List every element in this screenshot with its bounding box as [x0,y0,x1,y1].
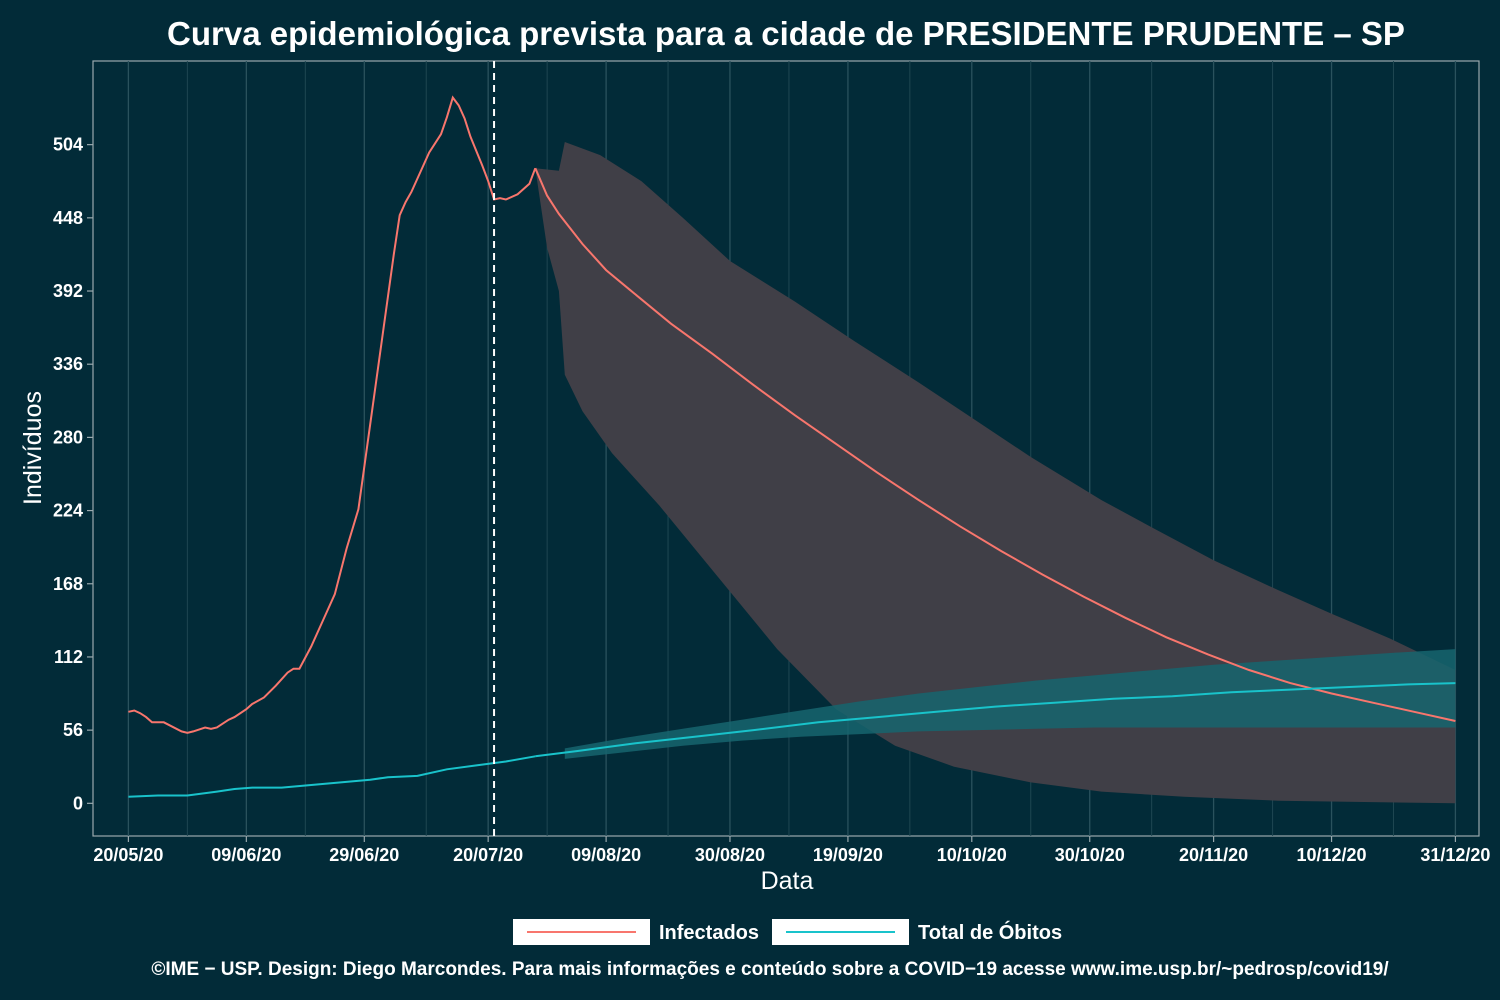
y-tick-label: 224 [53,501,83,521]
y-tick-label: 392 [53,281,83,301]
line-infectados-forecast [534,167,1456,722]
x-tick-label: 20/11/20 [1179,845,1248,865]
x-tick-label: 19/09/20 [813,845,883,865]
y-tick-label: 168 [53,574,83,594]
line-infectados-observed [128,95,537,734]
x-axis-ticks: 20/05/20 09/06/20 29/06/20 20/07/20 09/08/20… [93,836,1490,865]
band-infectados [535,142,1456,804]
y-tick-label: 56 [63,720,83,740]
y-tick-label: 0 [73,793,83,813]
line-obitos-forecast [535,682,1456,758]
y-tick-label: 280 [53,427,83,447]
line-obitos-observed [128,755,536,798]
legend-label-obitos: Total de Óbitos [918,920,1062,944]
y-axis-ticks: 0 56 112 168 224 280 336 392 448 504 [53,135,93,813]
confidence-bands [535,142,1456,804]
x-tick-label: 30/10/20 [1055,845,1125,865]
x-tick-label: 09/06/20 [211,845,281,865]
series-lines [128,95,1456,798]
band-obitos [564,649,1456,759]
legend-label-infectados: Infectados [659,922,759,944]
x-tick-label: 20/07/20 [453,845,523,865]
y-tick-label: 112 [54,647,83,667]
x-tick-label: 31/12/20 [1420,845,1490,865]
legend: Infectados Total de Óbitos [513,919,1062,945]
x-tick-label: 09/08/20 [571,845,641,865]
y-tick-label: 336 [53,354,83,374]
chart-title: Curva epidemiológica prevista para a cid… [167,15,1405,52]
y-tick-label: 504 [53,135,83,155]
x-tick-label: 30/08/20 [695,845,765,865]
footer-credit: ©IME − USP. Design: Diego Marcondes. Par… [151,959,1389,980]
x-tick-label: 10/10/20 [937,845,1007,865]
y-tick-label: 448 [53,208,83,228]
x-tick-label: 20/05/20 [93,845,163,865]
x-axis-label: Data [761,867,814,895]
plot-area [92,60,1480,837]
y-axis-label: Indivíduos [19,391,47,505]
x-tick-label: 10/12/20 [1297,845,1367,865]
x-tick-label: 29/06/20 [329,845,399,865]
plot-frame [92,60,1480,837]
